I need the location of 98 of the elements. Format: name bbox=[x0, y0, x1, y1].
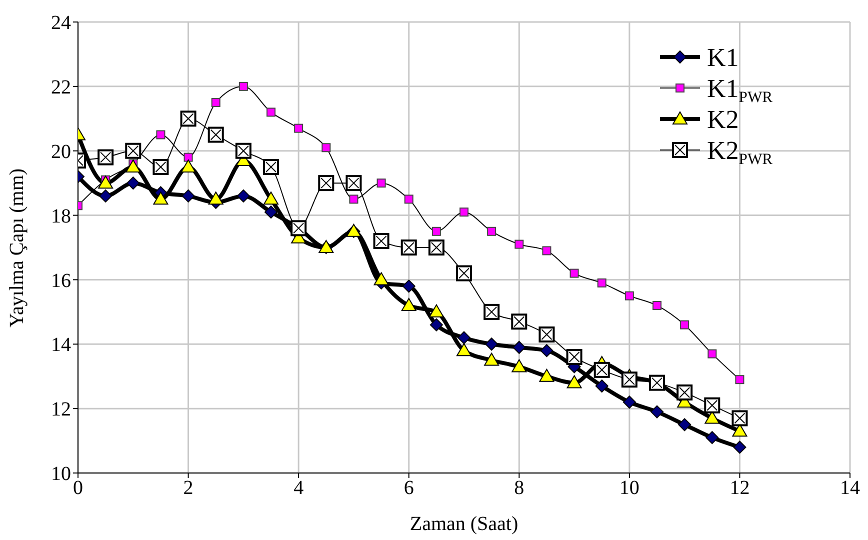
point bbox=[428, 304, 444, 318]
point bbox=[460, 208, 468, 217]
x-tick-label: 0 bbox=[73, 477, 83, 500]
point bbox=[98, 176, 114, 189]
point bbox=[294, 124, 304, 133]
point bbox=[208, 126, 224, 143]
point bbox=[512, 340, 526, 354]
point bbox=[125, 142, 142, 159]
point bbox=[566, 375, 582, 388]
point bbox=[540, 344, 554, 358]
point bbox=[322, 143, 331, 152]
point bbox=[735, 375, 744, 384]
legend-label: K2$_{PWR}$ bbox=[707, 136, 774, 168]
y-axis-title: Yayılma Çapı (mm) bbox=[6, 168, 28, 328]
point bbox=[704, 397, 720, 414]
point bbox=[126, 159, 141, 172]
point bbox=[485, 338, 498, 351]
point bbox=[708, 349, 717, 358]
point bbox=[706, 431, 719, 444]
point bbox=[542, 246, 552, 256]
point bbox=[264, 192, 278, 205]
y-tick-label: 20 bbox=[51, 140, 71, 163]
point bbox=[98, 149, 114, 166]
x-tick-label: 2 bbox=[183, 477, 194, 500]
point bbox=[373, 233, 390, 250]
point bbox=[652, 300, 662, 310]
point bbox=[402, 280, 416, 293]
point bbox=[456, 265, 472, 282]
x-tick-label: 14 bbox=[840, 477, 860, 500]
point bbox=[208, 192, 224, 205]
point bbox=[404, 194, 414, 204]
y-tick-label: 18 bbox=[51, 205, 71, 228]
point bbox=[456, 343, 472, 356]
point bbox=[649, 374, 665, 391]
point bbox=[484, 304, 500, 320]
point bbox=[484, 352, 500, 366]
point bbox=[458, 331, 470, 344]
point bbox=[182, 189, 195, 202]
point bbox=[487, 226, 496, 236]
point bbox=[264, 206, 278, 219]
point bbox=[511, 314, 528, 330]
point bbox=[432, 226, 441, 236]
y-tick-label: 16 bbox=[51, 270, 71, 292]
point bbox=[152, 158, 169, 175]
point bbox=[153, 192, 168, 205]
legend-label: K1$_{PWR}$ bbox=[707, 74, 774, 106]
point bbox=[512, 359, 527, 372]
legend-label: K1 bbox=[707, 43, 739, 72]
y-tick-label: 12 bbox=[51, 398, 71, 421]
point bbox=[538, 326, 555, 342]
point bbox=[401, 298, 416, 311]
point bbox=[126, 176, 140, 190]
x-tick-label: 8 bbox=[514, 477, 524, 500]
x-tick-label: 6 bbox=[404, 477, 414, 500]
point bbox=[733, 440, 746, 454]
point bbox=[732, 410, 748, 426]
point bbox=[621, 372, 638, 388]
point bbox=[156, 130, 166, 140]
point bbox=[376, 178, 386, 188]
point bbox=[99, 189, 112, 202]
point bbox=[346, 175, 362, 192]
point bbox=[595, 380, 608, 393]
x-tick-label: 12 bbox=[730, 477, 750, 500]
point bbox=[238, 82, 248, 91]
point bbox=[236, 189, 250, 202]
point bbox=[318, 175, 334, 192]
point bbox=[400, 240, 417, 256]
y-tick-label: 10 bbox=[51, 463, 71, 486]
point bbox=[594, 362, 610, 378]
point bbox=[374, 272, 389, 286]
point bbox=[570, 268, 579, 278]
point bbox=[680, 320, 690, 330]
point bbox=[650, 405, 664, 418]
point bbox=[624, 291, 634, 300]
point bbox=[180, 159, 196, 172]
point bbox=[428, 240, 444, 256]
x-axis-title: Zaman (Saat) bbox=[410, 513, 518, 535]
point bbox=[235, 142, 252, 159]
point bbox=[430, 318, 443, 332]
point bbox=[180, 110, 196, 127]
x-tick-label: 4 bbox=[294, 477, 304, 500]
point bbox=[263, 158, 279, 175]
y-tick-label: 14 bbox=[51, 334, 71, 356]
x-tick-label: 10 bbox=[619, 477, 640, 500]
y-tick-label: 24 bbox=[51, 12, 71, 34]
legend-label: K2 bbox=[707, 105, 739, 134]
point bbox=[539, 368, 554, 382]
point bbox=[211, 98, 220, 108]
point bbox=[678, 418, 692, 432]
point bbox=[184, 152, 193, 162]
point bbox=[622, 396, 636, 409]
point bbox=[566, 349, 582, 366]
y-tick-label: 22 bbox=[51, 76, 71, 99]
point bbox=[514, 240, 524, 249]
point bbox=[676, 384, 693, 400]
point bbox=[266, 108, 276, 117]
point bbox=[349, 194, 358, 204]
point bbox=[597, 278, 606, 288]
